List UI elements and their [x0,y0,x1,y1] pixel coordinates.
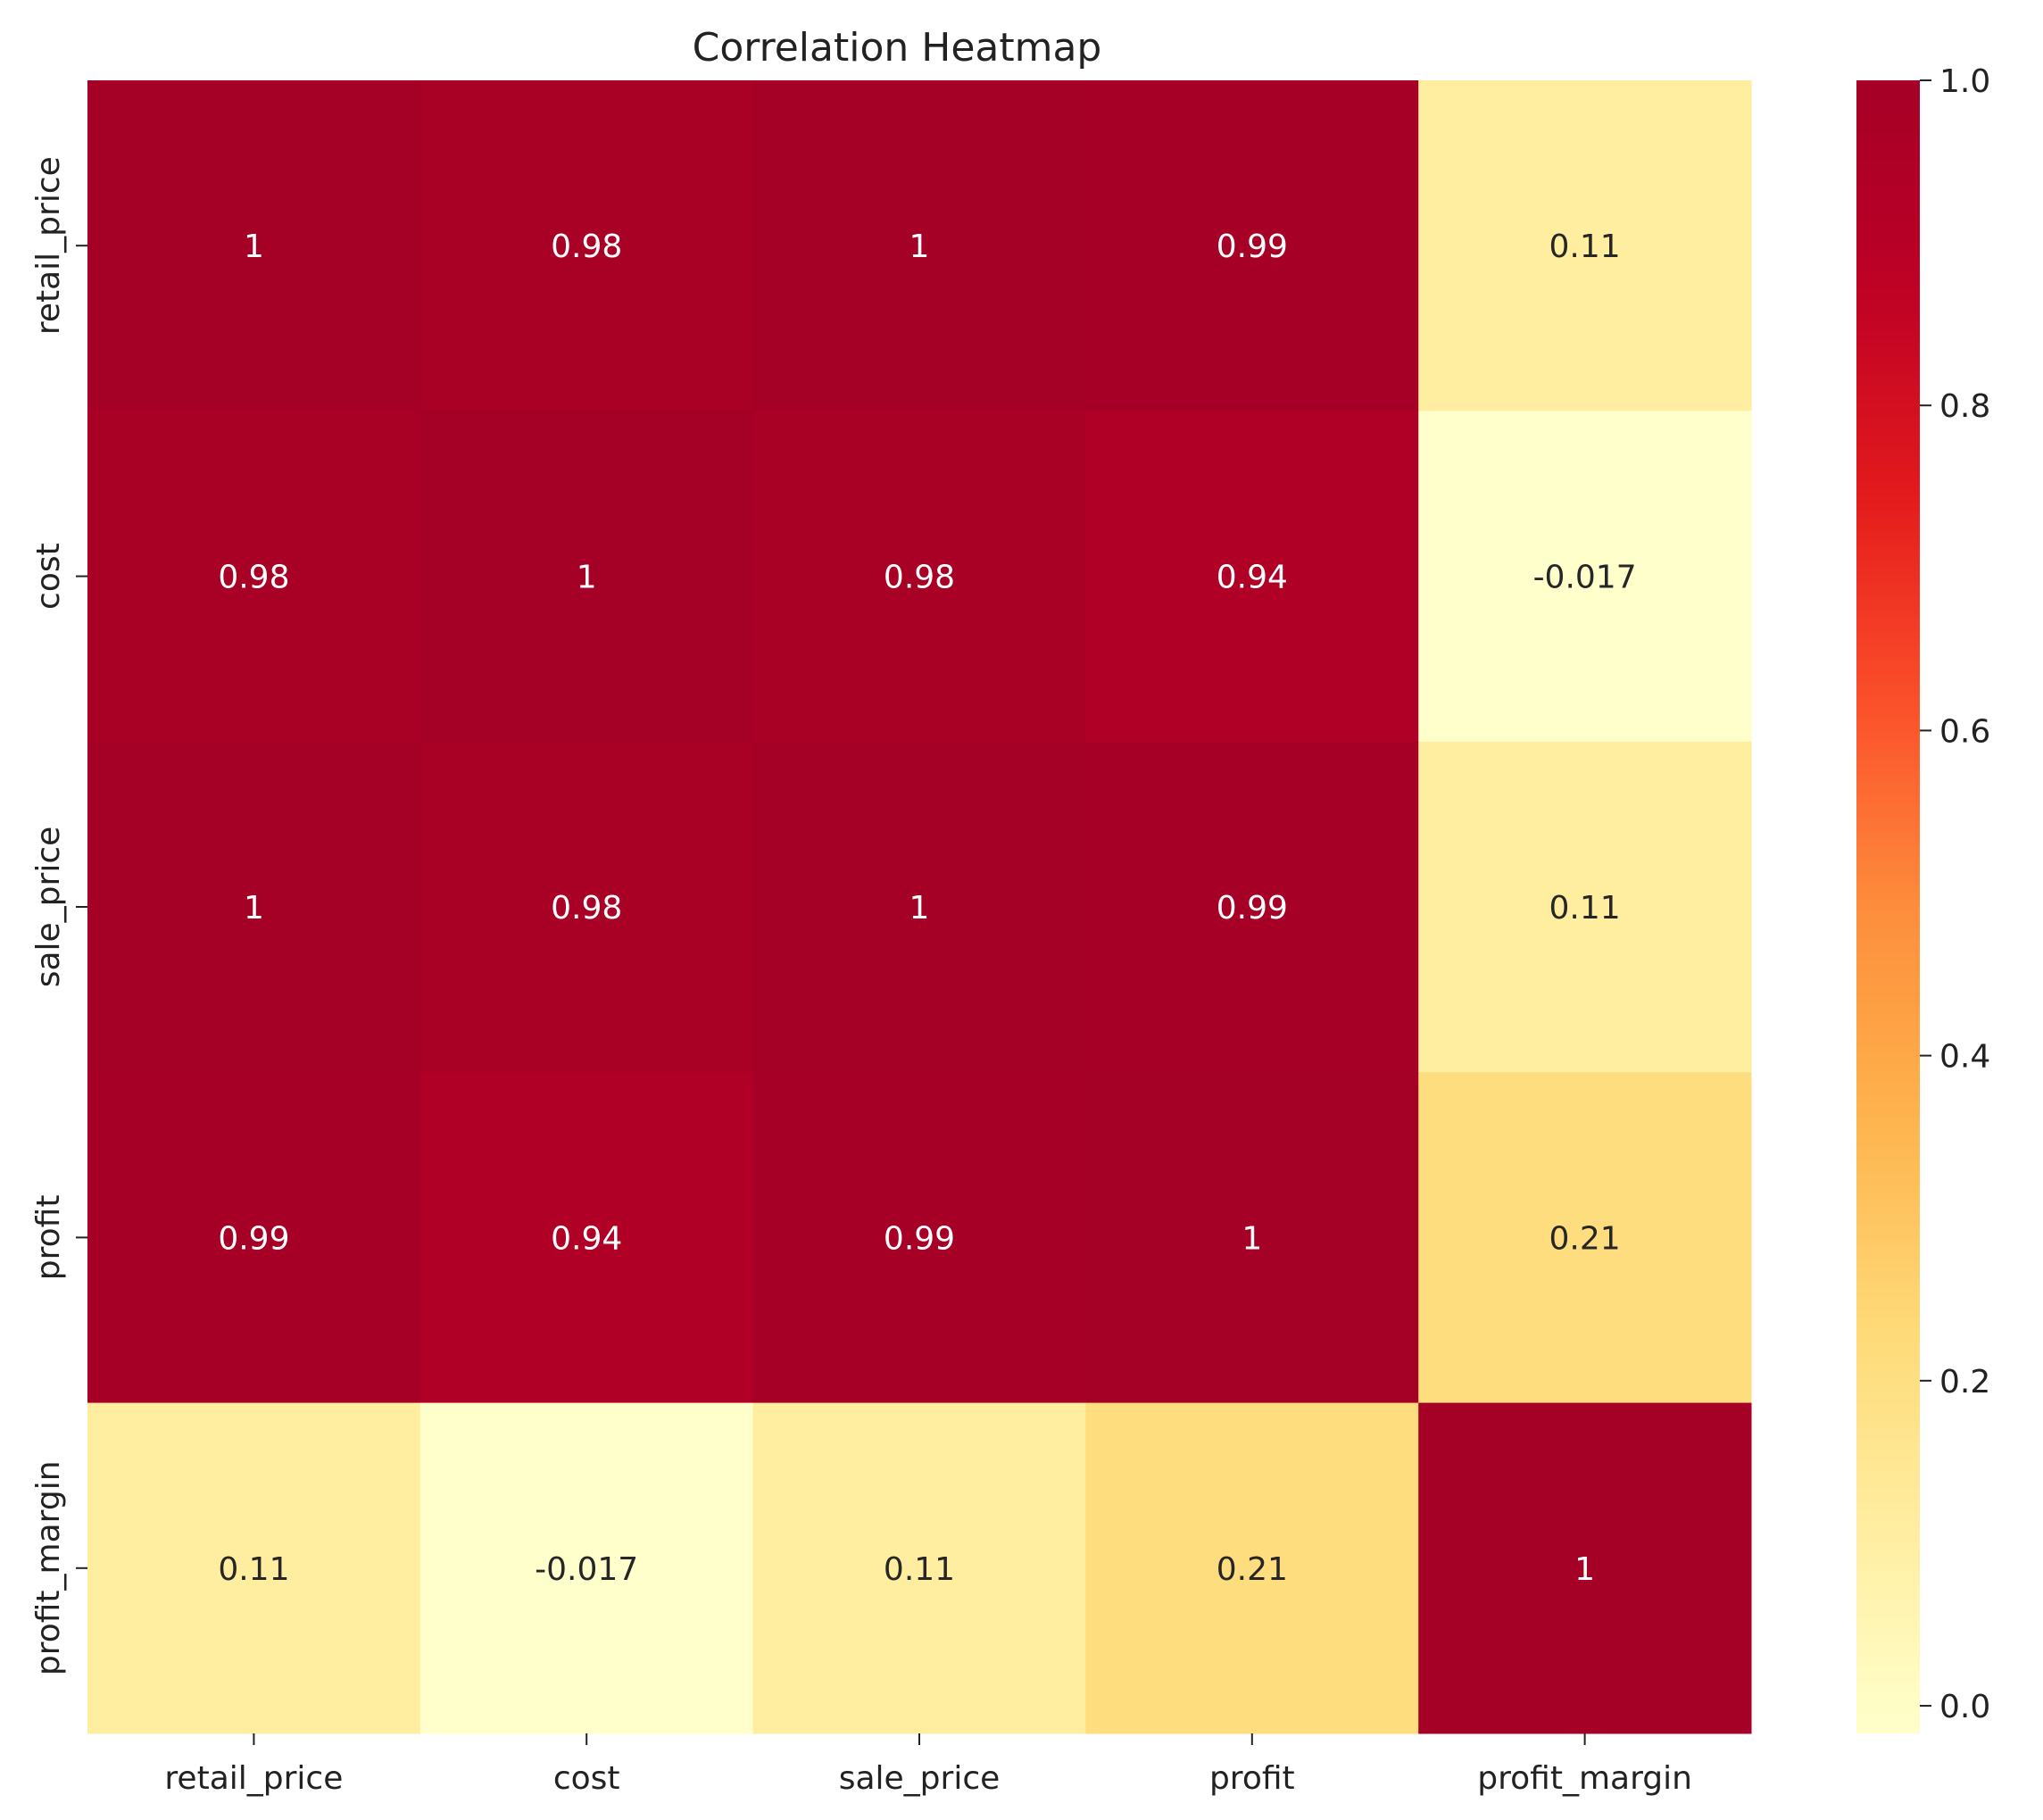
cell-label-3-2: 0.99 [884,1220,955,1257]
heatmap-cell-1-3 [1085,411,1419,743]
heatmap-cell-1-2 [752,411,1086,743]
y-tick-label-3: profit [30,1195,67,1281]
heatmap-cell-1-1 [419,411,754,743]
x-tick-label-4: profit_margin [1477,1760,1692,1797]
heatmap-cell-4-3 [1085,1402,1419,1734]
chart-title: Correlation Heatmap [693,25,1102,71]
heatmap-cell-0-0 [87,80,421,411]
heatmap-cell-0-2 [752,80,1086,411]
heatmap-cell-0-1 [419,80,754,411]
y-tick-label-1: cost [30,543,67,610]
cell-label-0-0: 1 [244,229,264,265]
heatmap-cell-3-4 [1418,1072,1752,1404]
cell-label-0-4: 0.11 [1549,229,1621,265]
cell-label-3-1: 0.94 [551,1220,622,1257]
heatmap-cell-3-3 [1085,1072,1419,1404]
colorbar-gradient-bar [1856,80,1920,1733]
cell-label-3-0: 0.99 [218,1220,289,1257]
colorbar-tick-label-1: 0.2 [1939,1364,1990,1400]
x-tick-label-0: retail_price [164,1760,343,1797]
x-tick-label-2: sale_price [839,1760,1001,1797]
heatmap-cell-2-0 [87,741,421,1073]
heatmap-cell-0-4 [1418,80,1752,411]
cell-label-0-1: 0.98 [551,229,622,265]
cell-label-1-0: 0.98 [218,560,289,596]
cell-label-4-2: 0.11 [884,1551,955,1588]
colorbar-tick-label-4: 0.8 [1939,388,1990,425]
heatmap-cell-2-4 [1418,741,1752,1073]
cell-label-2-3: 0.99 [1217,890,1288,927]
y-tick-label-4: profit_margin [30,1460,67,1675]
cell-labels: 1 0.98 1 0.99 0.11 0.98 1 0.98 0.94 -0.017 1 0.98 1 0… [218,229,1636,1588]
cell-label-2-1: 0.98 [551,890,622,927]
heatmap-cells [87,80,1752,1734]
cell-label-1-2: 0.98 [884,560,955,596]
cell-label-4-0: 0.11 [218,1551,289,1588]
heatmap-cell-4-2 [752,1402,1086,1734]
colorbar-tick-label-5: 1.0 [1939,63,1990,100]
cell-label-3-3: 1 [1242,1220,1262,1257]
cell-label-1-1: 1 [577,560,597,596]
cell-label-2-0: 1 [244,890,264,927]
heatmap-cell-1-0 [87,411,421,743]
heatmap-cell-2-3 [1085,741,1419,1073]
heatmap-cell-2-2 [752,741,1086,1073]
cell-label-2-4: 0.11 [1549,890,1621,927]
heatmap-cell-3-1 [419,1072,754,1404]
y-tick-label-2: sale_price [30,827,67,988]
cell-label-3-4: 0.21 [1549,1220,1621,1257]
colorbar: 0.0 0.2 0.4 0.6 0.8 1.0 [1856,63,1990,1733]
heatmap-cell-4-0 [87,1402,421,1734]
cell-label-1-3: 0.94 [1217,560,1288,596]
colorbar-tick-label-0: 0.0 [1939,1689,1990,1725]
x-tick-label-1: cost [553,1760,620,1797]
colorbar-tick-label-2: 0.4 [1939,1039,1990,1076]
cell-label-2-2: 1 [909,890,930,927]
heatmap-cell-3-2 [752,1072,1086,1404]
cell-label-4-4: 1 [1574,1551,1595,1588]
cell-label-4-1: -0.017 [535,1551,638,1588]
heatmap-cell-2-1 [419,741,754,1073]
x-tick-label-3: profit [1209,1760,1295,1797]
x-axis: retail_price cost sale_price profit profit_m… [164,1733,1692,1797]
cell-label-4-3: 0.21 [1217,1551,1288,1588]
heatmap-cell-1-4 [1418,411,1752,743]
colorbar-tick-label-3: 0.6 [1939,713,1990,750]
heatmap-cell-4-1 [419,1402,754,1734]
heatmap-cell-3-0 [87,1072,421,1404]
cell-label-0-3: 0.99 [1217,229,1288,265]
cell-label-1-4: -0.017 [1533,560,1637,596]
heatmap-cell-4-4 [1418,1402,1752,1734]
y-tick-label-0: retail_price [30,156,67,335]
cell-label-0-2: 1 [909,229,930,265]
heatmap-cell-0-3 [1085,80,1419,411]
